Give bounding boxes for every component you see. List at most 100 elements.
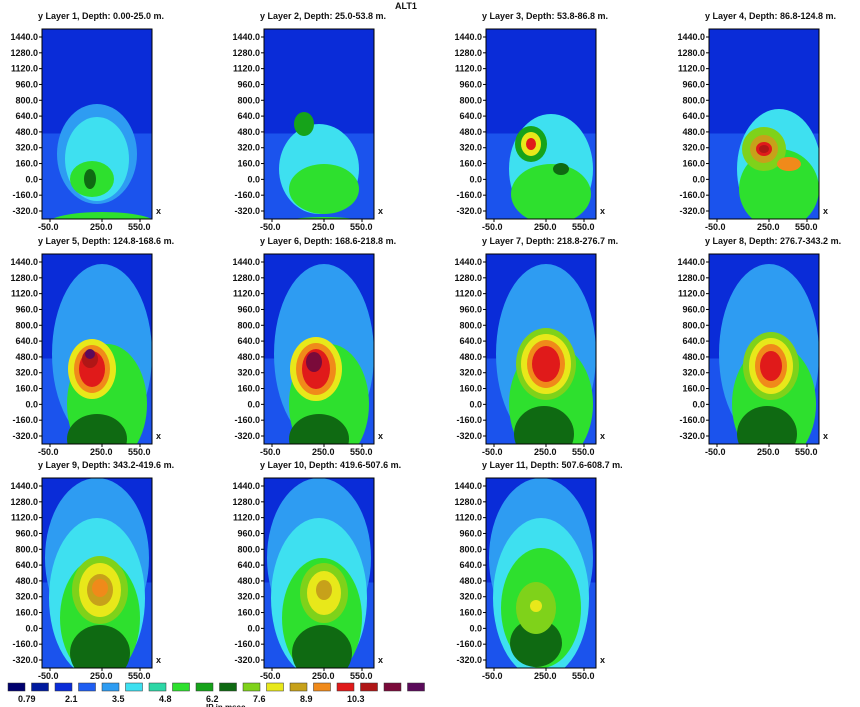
contour-region bbox=[289, 414, 349, 444]
y-tick-label: 800.0 bbox=[682, 320, 705, 330]
x-tick-label: 550.0 bbox=[128, 222, 151, 232]
y-tick-label: 960.0 bbox=[15, 304, 38, 314]
y-tick-label: 960.0 bbox=[459, 304, 482, 314]
y-tick-label: 160.0 bbox=[237, 384, 260, 394]
x-axis-label: x bbox=[600, 655, 605, 665]
y-tick-label: 1120.0 bbox=[11, 289, 38, 299]
y-tick-label: 0.0 bbox=[469, 174, 482, 184]
y-tick-label: 1280.0 bbox=[454, 48, 482, 58]
colorbar-swatch bbox=[289, 682, 308, 692]
y-tick-label: -160.0 bbox=[12, 190, 38, 200]
y-tick-label: -320.0 bbox=[456, 206, 482, 216]
y-tick-label: 640.0 bbox=[237, 560, 260, 570]
y-tick-label: 1440.0 bbox=[232, 481, 260, 491]
y-tick-label: 800.0 bbox=[15, 320, 38, 330]
y-tick-label: 480.0 bbox=[15, 127, 38, 137]
x-tick-label: 550.0 bbox=[572, 671, 595, 681]
y-tick-label: 1440.0 bbox=[454, 257, 482, 267]
y-tick-label: 1120.0 bbox=[455, 513, 482, 523]
contour-region bbox=[553, 163, 569, 175]
colorbar-swatch bbox=[31, 682, 49, 692]
y-tick-label: 320.0 bbox=[237, 143, 260, 153]
layer-title: y Layer 8, Depth: 276.7-343.2 m. bbox=[705, 236, 841, 246]
x-tick-label: 250.0 bbox=[90, 222, 113, 232]
y-tick-label: 1280.0 bbox=[232, 48, 260, 58]
x-tick-label: -50.0 bbox=[482, 222, 503, 232]
map-frame bbox=[485, 477, 597, 669]
y-tick-label: -320.0 bbox=[679, 431, 705, 441]
layer-panel-2: y Layer 2, Depth: 25.0-53.8 m. 1440.0 1280… bbox=[232, 11, 386, 232]
y-tick-label: 1280.0 bbox=[10, 48, 38, 58]
x-tick-label: 250.0 bbox=[757, 447, 780, 457]
y-tick-label: 1440.0 bbox=[10, 257, 38, 267]
y-tick-label: 800.0 bbox=[459, 544, 482, 554]
y-tick-label: 480.0 bbox=[459, 352, 482, 362]
contour-map bbox=[264, 254, 374, 444]
y-tick-label: 320.0 bbox=[237, 368, 260, 378]
y-tick-label: 1440.0 bbox=[454, 481, 482, 491]
y-tick-label: 1280.0 bbox=[10, 497, 38, 507]
y-tick-label: 320.0 bbox=[15, 143, 38, 153]
x-tick-label: -50.0 bbox=[705, 447, 726, 457]
x-tick-label: -50.0 bbox=[482, 447, 503, 457]
y-tick-label: -160.0 bbox=[12, 415, 38, 425]
x-tick-label: 550.0 bbox=[795, 222, 818, 232]
colorbar-label: 6.2 bbox=[206, 694, 219, 704]
y-tick-label: 1280.0 bbox=[677, 48, 705, 58]
y-tick-label: 0.0 bbox=[247, 623, 260, 633]
contour-region bbox=[526, 138, 536, 150]
y-tick-label: 640.0 bbox=[15, 560, 38, 570]
contour-region bbox=[514, 406, 574, 444]
contour-map bbox=[709, 29, 819, 219]
y-tick-label: 0.0 bbox=[25, 174, 38, 184]
y-tick-label: 1120.0 bbox=[233, 513, 260, 523]
layer-panel-4: y Layer 4, Depth: 86.8-124.8 m. 1440.0 128… bbox=[677, 11, 836, 232]
y-tick-label: 960.0 bbox=[237, 79, 260, 89]
layer-panel-10: y Layer 10, Depth: 419.6-507.6 m. 1440.0 1… bbox=[232, 460, 401, 681]
x-tick-label: 550.0 bbox=[128, 671, 151, 681]
y-tick-label: 480.0 bbox=[459, 127, 482, 137]
y-tick-label: 960.0 bbox=[15, 528, 38, 538]
y-tick-label: 640.0 bbox=[459, 560, 482, 570]
y-tick-label: -320.0 bbox=[679, 206, 705, 216]
contour-map bbox=[42, 254, 152, 444]
y-tick-label: 160.0 bbox=[459, 608, 482, 618]
x-tick-label: -50.0 bbox=[260, 222, 281, 232]
x-tick-label: 250.0 bbox=[534, 447, 557, 457]
contour-map bbox=[486, 254, 596, 444]
contour-map bbox=[264, 29, 374, 219]
y-tick-label: 640.0 bbox=[15, 336, 38, 346]
y-tick-label: 480.0 bbox=[682, 352, 705, 362]
y-tick-label: 0.0 bbox=[25, 399, 38, 409]
contour-region bbox=[92, 579, 108, 597]
colorbar-label: 7.6 bbox=[253, 694, 266, 704]
y-tick-label: -160.0 bbox=[679, 415, 705, 425]
colorbar-label: 2.1 bbox=[65, 694, 78, 704]
y-tick-label: -160.0 bbox=[234, 415, 260, 425]
x-tick-label: -50.0 bbox=[705, 222, 726, 232]
y-tick-label: 960.0 bbox=[237, 304, 260, 314]
y-tick-label: 1280.0 bbox=[454, 497, 482, 507]
layer-title: y Layer 11, Depth: 507.6-608.7 m. bbox=[482, 460, 623, 470]
y-tick-label: -320.0 bbox=[234, 431, 260, 441]
layer-panel-7: y Layer 7, Depth: 218.8-276.7 m. 1440.0 12… bbox=[454, 236, 618, 457]
layer-title: y Layer 2, Depth: 25.0-53.8 m. bbox=[260, 11, 386, 21]
y-tick-label: 1120.0 bbox=[455, 64, 482, 74]
y-tick-label: 320.0 bbox=[459, 143, 482, 153]
y-tick-label: 800.0 bbox=[459, 320, 482, 330]
colorbar-swatch bbox=[7, 682, 26, 692]
y-tick-label: 1440.0 bbox=[232, 32, 260, 42]
x-tick-label: 550.0 bbox=[572, 222, 595, 232]
contour-region bbox=[70, 625, 130, 668]
y-tick-label: 1440.0 bbox=[10, 481, 38, 491]
y-tick-label: 640.0 bbox=[682, 336, 705, 346]
colorbar-swatch bbox=[266, 682, 284, 692]
y-tick-label: -320.0 bbox=[456, 431, 482, 441]
y-tick-label: 480.0 bbox=[459, 576, 482, 586]
contour-region bbox=[67, 414, 127, 444]
layer-panel-6: y Layer 6, Depth: 168.6-218.8 m. 1440.0 12… bbox=[232, 236, 396, 457]
y-tick-label: 160.0 bbox=[15, 608, 38, 618]
y-tick-label: 800.0 bbox=[237, 320, 260, 330]
x-tick-label: 250.0 bbox=[312, 447, 335, 457]
colorbar-swatch bbox=[360, 682, 378, 692]
